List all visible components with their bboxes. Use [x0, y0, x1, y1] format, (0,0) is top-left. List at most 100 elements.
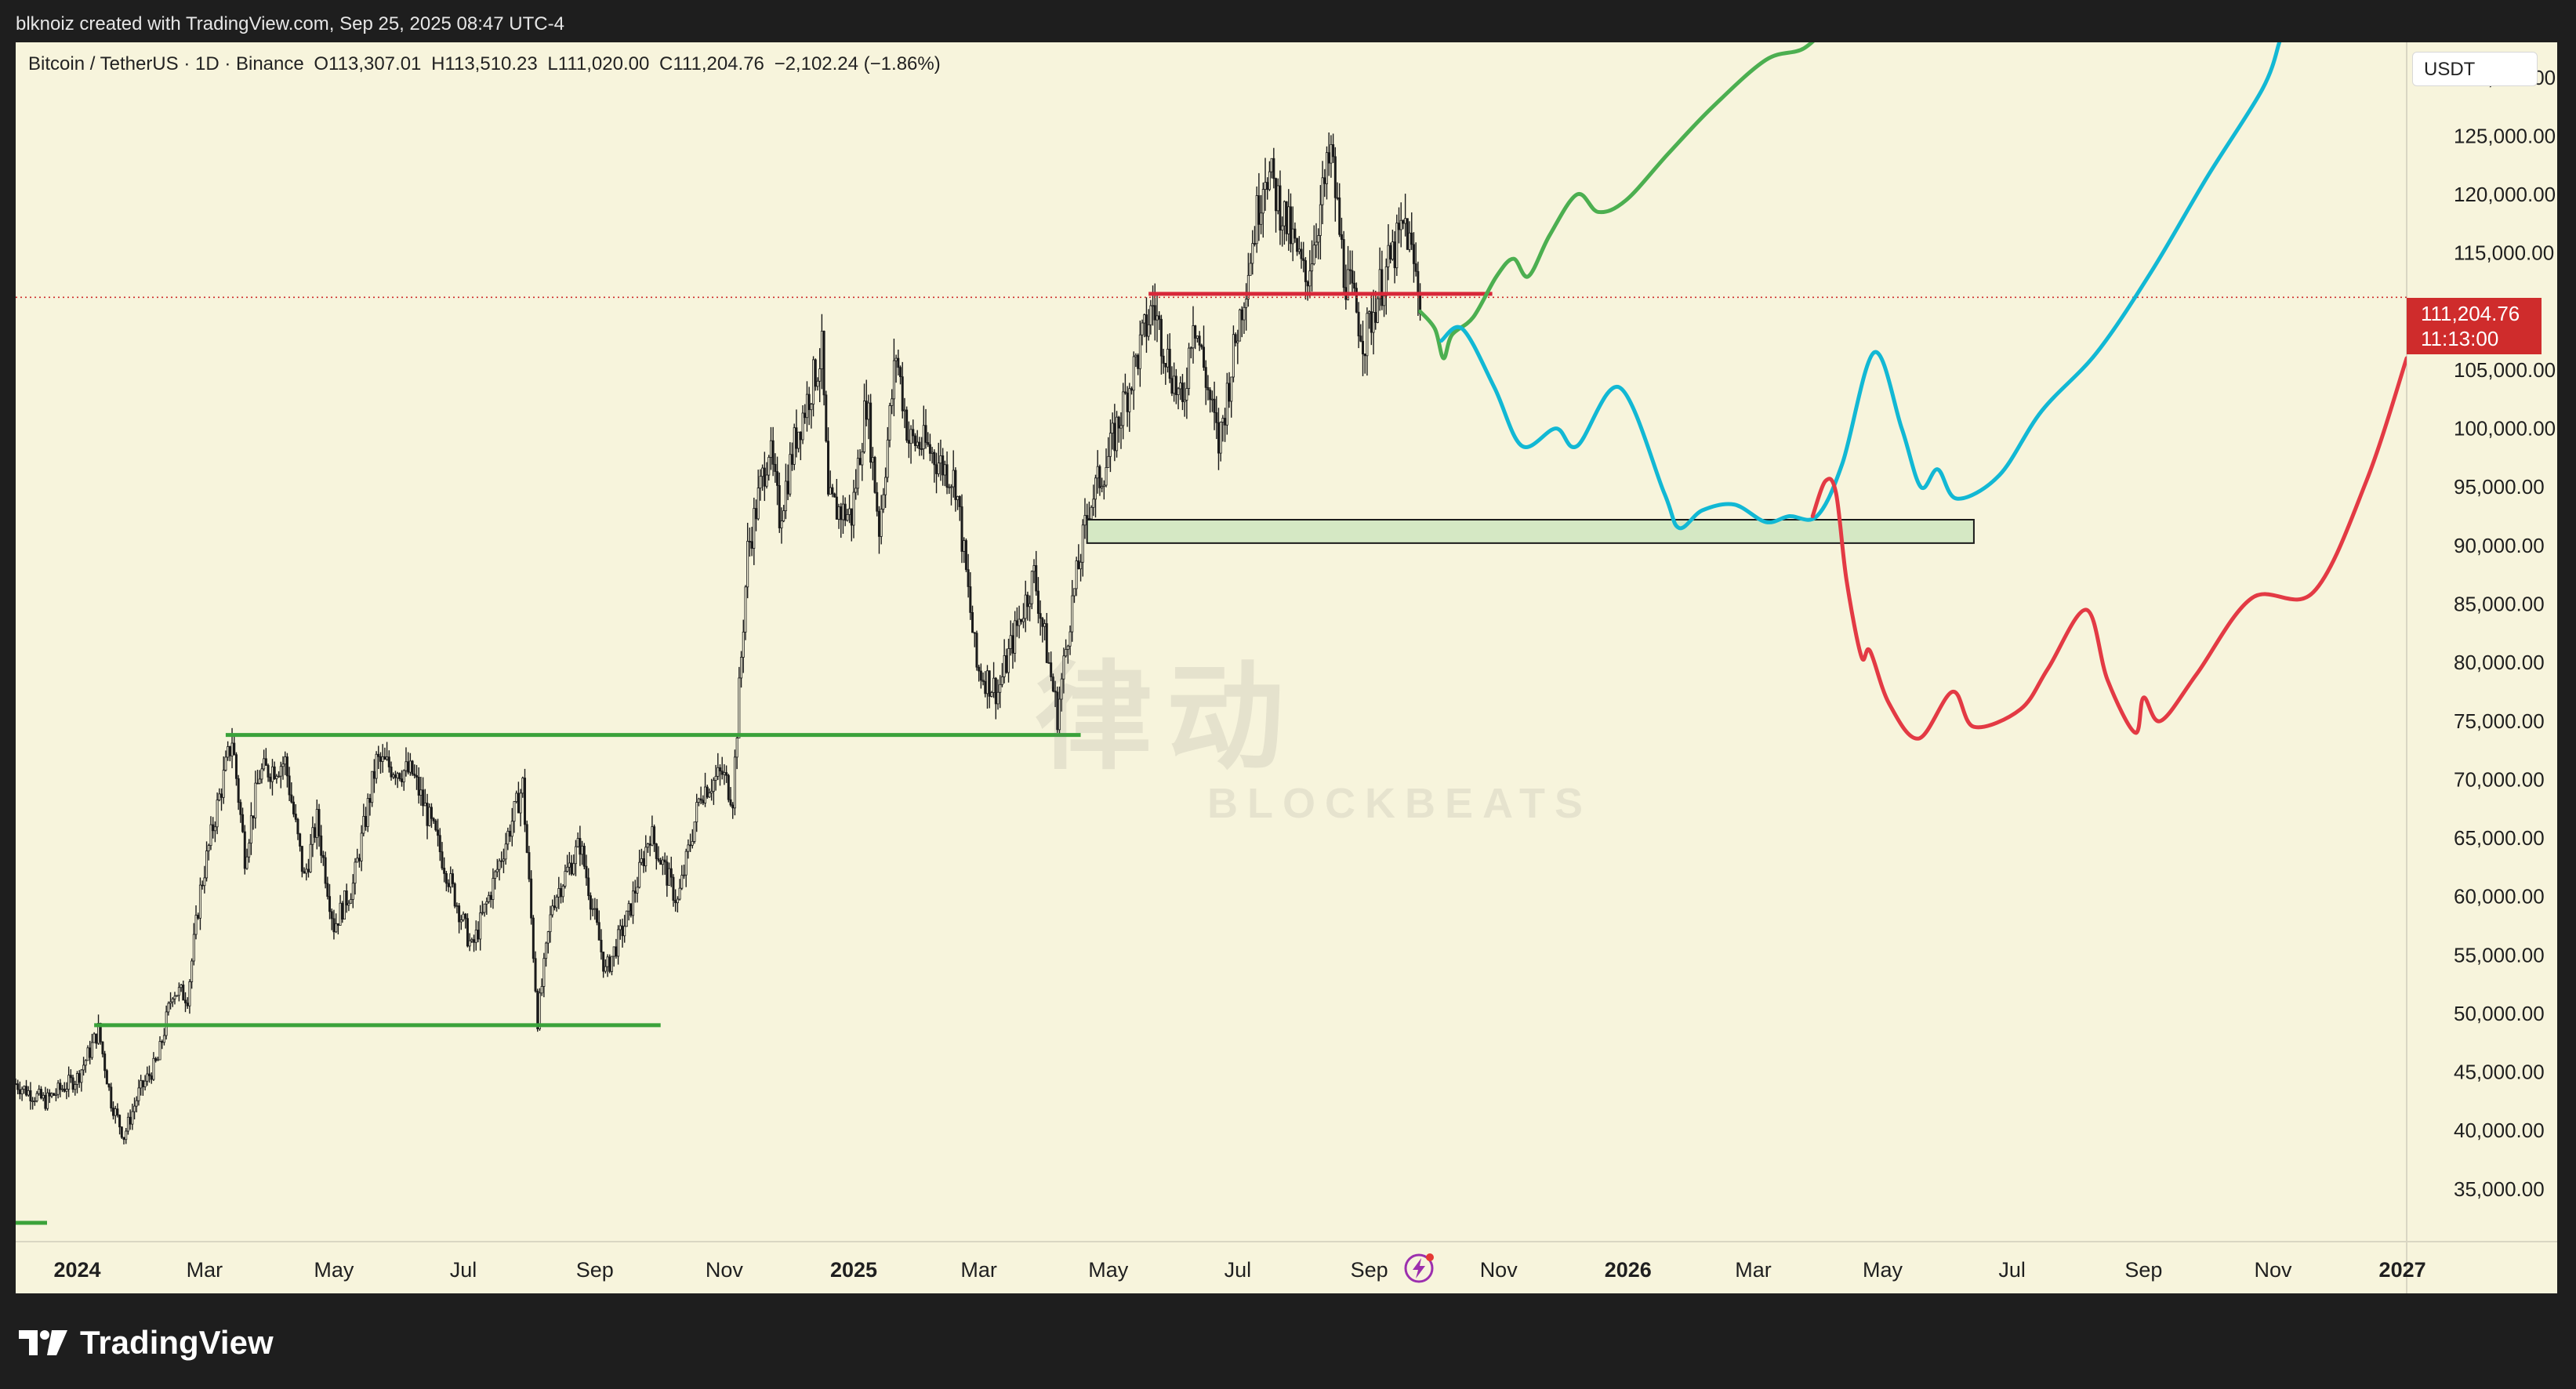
candle-body: [1378, 269, 1381, 299]
candle-body: [545, 942, 548, 959]
candle-body: [479, 912, 482, 940]
candle-body: [844, 503, 847, 521]
candle-body: [1362, 340, 1365, 354]
candle-body: [1266, 182, 1269, 190]
candle-body: [1281, 225, 1284, 231]
candle-body: [320, 835, 323, 856]
candle-body: [540, 986, 543, 994]
candle-body: [360, 832, 363, 861]
candle-body: [114, 1108, 117, 1116]
candle-body: [78, 1073, 81, 1083]
candle-body: [653, 826, 656, 844]
time-axis-month-label: Sep: [2124, 1258, 2162, 1282]
price-chart-svg[interactable]: 130,000.00125,000.00120,000.00115,000.00…: [16, 42, 2557, 1293]
candle-body: [1108, 433, 1112, 457]
candle-body: [466, 918, 469, 947]
candle-body: [888, 405, 891, 441]
time-axis-month-label: Jul: [1998, 1258, 2026, 1282]
time-axis-month-label: Nov: [706, 1258, 744, 1282]
symbol-name[interactable]: Bitcoin / TetherUS · 1D · Binance: [28, 53, 304, 74]
candle-body: [252, 815, 255, 818]
candle-body: [222, 770, 225, 798]
candle-body: [1296, 238, 1299, 252]
candle-body: [1065, 649, 1068, 657]
candle-body: [86, 1047, 89, 1061]
candle-body: [305, 869, 308, 874]
candle-body: [593, 908, 597, 910]
candle-body: [538, 992, 541, 1030]
candle-body: [1253, 243, 1256, 245]
candle-body: [311, 827, 314, 845]
candle-body: [695, 802, 698, 823]
candle-body: [1101, 486, 1104, 488]
chart-area[interactable]: 130,000.00125,000.00120,000.00115,000.00…: [16, 42, 2557, 1293]
candle-body: [509, 830, 512, 837]
candle-body: [682, 874, 685, 876]
candle-body: [438, 835, 441, 853]
candle-body: [455, 905, 459, 908]
candle-body: [432, 818, 435, 821]
candle-body: [63, 1088, 66, 1092]
candle-body: [1315, 241, 1318, 246]
candle-body: [822, 331, 825, 396]
candle-body: [230, 742, 234, 756]
candle-body: [621, 925, 624, 937]
tradingview-brand[interactable]: TradingView: [17, 1322, 274, 1364]
candle-body: [365, 816, 368, 827]
candle-body: [61, 1088, 64, 1090]
candle-body: [336, 923, 339, 926]
candle-body: [1387, 245, 1390, 267]
candle-body: [405, 761, 408, 771]
candle-body: [555, 896, 558, 908]
candle-body: [462, 913, 465, 920]
candle-body: [1308, 270, 1312, 287]
candle-body: [216, 800, 219, 828]
candle-body: [1412, 244, 1415, 264]
candle-body: [708, 792, 711, 798]
candle-body: [345, 890, 348, 906]
lightning-bolt-icon[interactable]: [1402, 1251, 1436, 1286]
candle-body: [956, 496, 960, 500]
candle-body: [1195, 335, 1199, 339]
candle-body: [689, 844, 692, 847]
candle-body: [1162, 355, 1165, 364]
change-value: −2,102.24 (−1.86%): [774, 53, 941, 74]
candle-body: [810, 404, 813, 411]
candle-body: [1090, 506, 1093, 520]
candle-body: [945, 464, 949, 488]
candle-body: [765, 474, 768, 487]
candle-body: [248, 843, 251, 858]
candle-body: [1338, 198, 1341, 235]
candle-body: [474, 930, 477, 943]
candle-body: [1007, 648, 1010, 673]
candle-body: [1015, 620, 1018, 626]
candle-body: [477, 930, 480, 940]
candle-body: [307, 869, 310, 872]
candle-body: [901, 376, 904, 412]
candle-body: [1279, 185, 1282, 231]
candle-body: [233, 742, 236, 756]
candle-body: [840, 506, 843, 520]
candle-body: [748, 541, 751, 542]
candle-body: [186, 1003, 189, 1006]
candle-body: [804, 412, 807, 419]
candle-body: [557, 888, 561, 898]
candle-body: [680, 875, 684, 889]
candle-body: [678, 887, 681, 900]
candle-body: [1291, 228, 1294, 245]
candle-body: [398, 773, 401, 780]
candle-body: [761, 467, 764, 477]
candle-body: [528, 852, 531, 879]
candle-body: [816, 380, 819, 387]
candle-body: [876, 491, 879, 512]
candle-body: [805, 393, 808, 419]
candle-body: [979, 670, 982, 681]
candle-body: [619, 925, 622, 930]
candle-body: [1374, 312, 1377, 323]
candle-body: [994, 677, 997, 705]
candle-body: [158, 1041, 161, 1061]
currency-selector[interactable]: USDT: [2412, 52, 2538, 86]
candlestick-series[interactable]: [16, 132, 1422, 1145]
price-axis-tick-label: 50,000.00: [2454, 1002, 2545, 1025]
candle-body: [891, 398, 894, 406]
